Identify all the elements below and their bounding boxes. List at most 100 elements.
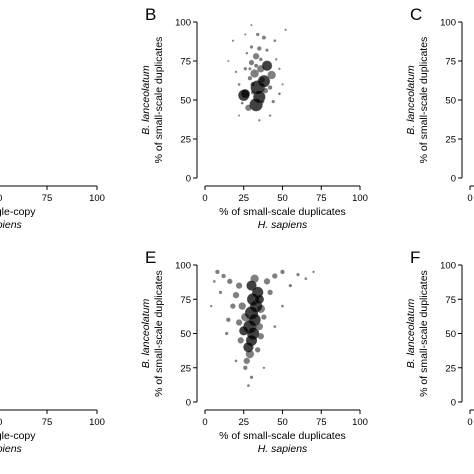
panel-e-point <box>235 319 243 326</box>
panel-c-y-tick-label: 100 <box>440 18 456 29</box>
panel-b-point <box>252 53 260 60</box>
panel-b-x-label: % of small-scale duplicates <box>219 206 346 218</box>
panel-e-point <box>249 375 254 379</box>
panel-b-point <box>237 83 241 86</box>
panel-e-point <box>215 269 220 275</box>
panel-b-point <box>250 24 253 27</box>
panel-e-point <box>296 272 300 277</box>
panel-f-x-tick-label: 0 <box>467 417 472 428</box>
panel-c-y-tick-label: 75 <box>445 57 456 68</box>
panel-b-x-tick-label: 25 <box>238 193 249 204</box>
panel-b-point <box>265 48 269 52</box>
panel-e-point <box>262 366 266 369</box>
panel-e-y-tick-label: 25 <box>180 363 191 374</box>
panel-b-point <box>262 87 269 94</box>
panel-b-point <box>245 104 252 111</box>
panel-b-point <box>240 89 250 99</box>
panel-a-x-label: % of single-copy <box>0 206 36 218</box>
panel-b-x-tick-label: 100 <box>352 193 368 204</box>
panel-f-letter: F <box>410 248 420 267</box>
panel-b-point <box>256 32 260 37</box>
panel-a-x-species: H. sapiens <box>0 219 23 231</box>
panel-b-point <box>227 60 230 62</box>
panel-e-point <box>246 280 257 291</box>
panel-b-letter: B <box>145 5 156 24</box>
panel-b-y-tick-label: 50 <box>180 96 191 107</box>
panel-b-point <box>247 76 253 81</box>
panel-c-y-tick-label: 0 <box>451 174 456 185</box>
panel-d-x-tick-label: 75 <box>42 417 53 428</box>
panel-e-point <box>257 333 264 340</box>
panel-e-point <box>255 347 261 353</box>
panel-e-point <box>227 278 233 285</box>
panel-f-y-tick-label: 25 <box>445 363 456 374</box>
panel-e-point <box>256 304 265 313</box>
panel-a-x-tick-label: 100 <box>89 193 105 204</box>
panel-a-x-tick-label: 75 <box>42 193 53 204</box>
panel-e-point <box>255 322 263 331</box>
panel-f-y-tick-label: 0 <box>451 398 456 409</box>
panel-b-point <box>259 76 266 83</box>
panel-c-y-tick-label: 50 <box>445 96 456 107</box>
panel-e-y-tick-label: 75 <box>180 295 191 306</box>
panel-c-letter: C <box>410 5 422 24</box>
panel-e-y-tick-label: 0 <box>186 398 191 409</box>
panel-e-point <box>267 289 273 296</box>
panel-b-x-tick-label: 50 <box>277 193 288 204</box>
panel-b-y-tick-label: 100 <box>175 18 191 29</box>
panel-b-point <box>248 59 255 66</box>
panel-e-point <box>243 365 248 370</box>
panel-d-x-tick-label: 50 <box>0 417 2 428</box>
panel-b-point <box>257 46 262 51</box>
panel-b-point <box>258 119 261 122</box>
panel-d-x-label: % of single-copy <box>0 430 36 442</box>
panel-b-point <box>267 85 273 90</box>
panel-e-point <box>218 290 223 295</box>
panel-e-point <box>304 277 308 281</box>
panel-b-point <box>250 81 256 88</box>
panel-f-y-tick-label: 100 <box>440 261 456 272</box>
panel-b-point <box>273 39 277 43</box>
panel-b-point <box>271 99 275 104</box>
panel-b-point <box>248 67 252 71</box>
panel-e-point <box>226 317 231 322</box>
panel-b-point <box>281 83 284 86</box>
panel-e-x-label: % of small-scale duplicates <box>219 430 346 442</box>
panel-e-x-tick-label: 50 <box>277 417 288 428</box>
panel-e-point <box>281 304 284 308</box>
panel-e-x-tick-label: 100 <box>352 417 368 428</box>
panel-e-point <box>273 325 277 328</box>
panel-e-point <box>212 280 216 283</box>
panel-b-point <box>250 69 259 78</box>
panel-e-point <box>263 278 271 285</box>
panel-e-point <box>243 357 250 365</box>
panel-e-y-tick-label: 100 <box>175 261 191 272</box>
panel-f-y-species: B. lanceolatum <box>405 299 417 369</box>
panel-b-point <box>245 51 249 55</box>
panel-b-y-tick-label: 75 <box>180 57 191 68</box>
panel-e-point <box>221 273 226 279</box>
panel-e-point <box>241 312 250 322</box>
panel-d-x-species: H. sapiens <box>0 443 23 455</box>
panel-e-point <box>237 337 244 344</box>
panel-f-y-tick-label: 75 <box>445 295 456 306</box>
panel-e-point <box>225 331 229 336</box>
panel-c-x-tick-label: 0 <box>467 193 472 204</box>
panel-b-point <box>249 98 263 112</box>
panel-b-point <box>234 70 238 74</box>
panel-b-x-species: H. sapiens <box>258 219 308 231</box>
panel-b-point <box>275 58 278 61</box>
panel-e-y-label: % of small-scale duplicates <box>153 270 165 397</box>
panel-b-point <box>278 92 281 96</box>
panel-e-point <box>261 314 267 320</box>
panel-e-point <box>247 384 250 387</box>
panel-f-y-label: % of small-scale duplicates <box>418 270 430 397</box>
panel-d-x-tick-label: 100 <box>89 417 105 428</box>
panel-e-point <box>312 270 315 274</box>
panel-b-y-tick-label: 25 <box>180 135 191 146</box>
panel-e-point <box>210 304 213 308</box>
panel-e-point <box>272 273 278 279</box>
panel-b-point <box>240 101 244 105</box>
panel-e-x-tick-label: 0 <box>202 417 207 428</box>
